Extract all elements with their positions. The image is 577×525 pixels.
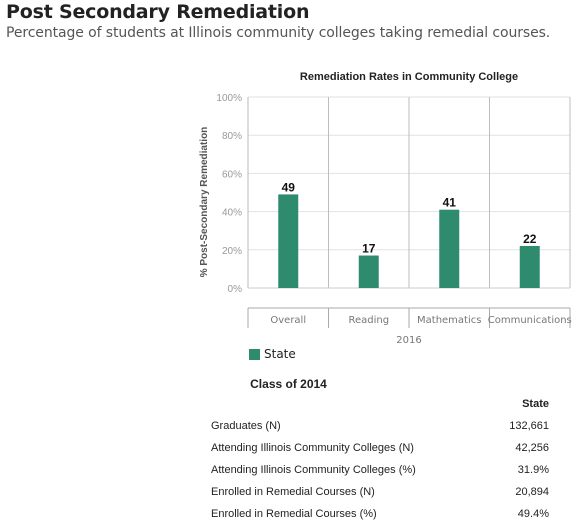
data-label: 22 bbox=[523, 232, 537, 246]
y-tick-label: 100% bbox=[216, 93, 242, 104]
y-tick-label: 20% bbox=[222, 246, 242, 257]
chart-title: Remediation Rates in Community College bbox=[300, 71, 518, 83]
legend-label: State bbox=[264, 347, 296, 361]
row-value: 132,661 bbox=[509, 420, 549, 432]
table-header-row: State bbox=[205, 393, 555, 415]
bar-communications[interactable] bbox=[519, 245, 540, 288]
table-row: Attending Illinois Community Colleges (%… bbox=[205, 459, 555, 481]
x-tick-label: Mathematics bbox=[417, 315, 481, 326]
x-tick-label: Overall bbox=[270, 315, 306, 326]
legend-swatch bbox=[249, 348, 260, 360]
row-label: Attending Illinois Community Colleges (N… bbox=[211, 442, 414, 454]
row-value: 31.9% bbox=[517, 464, 549, 476]
y-tick-label: 0% bbox=[228, 284, 243, 295]
y-tick-label: 60% bbox=[222, 169, 242, 180]
data-label: 17 bbox=[362, 242, 376, 256]
x-group-label: 2016 bbox=[396, 335, 421, 346]
row-value: 20,894 bbox=[515, 486, 549, 498]
row-label: Graduates (N) bbox=[211, 420, 281, 432]
table-row: Enrolled in Remedial Courses (%) 49.4% bbox=[205, 503, 555, 525]
bar-reading[interactable] bbox=[358, 255, 379, 288]
page-subtitle: Percentage of students at Illinois commu… bbox=[6, 25, 551, 41]
chart-legend: State bbox=[249, 347, 296, 361]
x-tick-label: Reading bbox=[348, 315, 389, 326]
table-title: Class of 2014 bbox=[250, 377, 327, 391]
y-axis-label: % Post-Secondary Remediation bbox=[199, 127, 210, 278]
row-value: 49.4% bbox=[517, 508, 549, 520]
y-tick-label: 40% bbox=[222, 208, 242, 219]
y-tick-label: 80% bbox=[222, 131, 242, 142]
page-title: Post Secondary Remediation bbox=[6, 1, 310, 23]
table-row: Attending Illinois Community Colleges (N… bbox=[205, 437, 555, 459]
table-row: Graduates (N) 132,661 bbox=[205, 415, 555, 437]
row-value: 42,256 bbox=[515, 442, 549, 454]
data-label: 41 bbox=[443, 196, 457, 210]
table-row: Enrolled in Remedial Courses (N) 20,894 bbox=[205, 481, 555, 503]
remediation-bar-chart: Remediation Rates in Community College %… bbox=[199, 71, 572, 346]
data-label: 49 bbox=[282, 180, 296, 194]
row-label: Enrolled in Remedial Courses (%) bbox=[211, 508, 377, 520]
row-label: Enrolled in Remedial Courses (N) bbox=[211, 486, 375, 498]
x-tick-label: Communications bbox=[488, 315, 572, 326]
table-header-blank bbox=[205, 393, 493, 415]
class-stats-table: State Graduates (N) 132,661 Attending Illi… bbox=[205, 393, 555, 525]
table-column-header: State bbox=[522, 398, 549, 410]
bar-overall[interactable] bbox=[278, 194, 299, 288]
row-label: Attending Illinois Community Colleges (%… bbox=[211, 464, 416, 476]
bar-mathematics[interactable] bbox=[439, 209, 460, 288]
